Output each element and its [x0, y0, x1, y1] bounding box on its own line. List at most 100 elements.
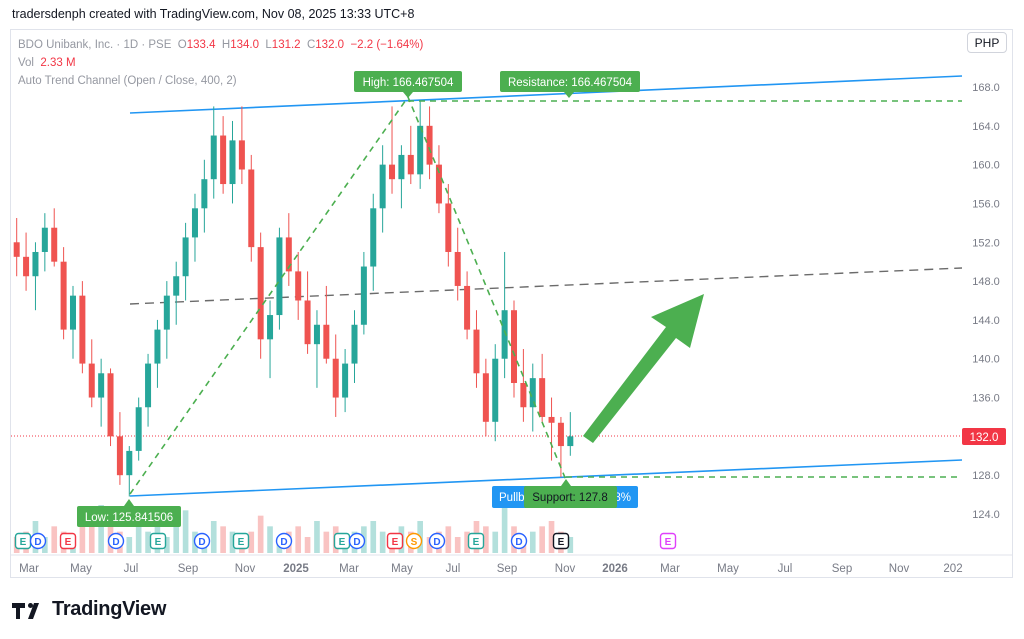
volume-bar — [267, 526, 273, 553]
time-tick-label: May — [391, 563, 413, 575]
event-marker[interactable]: E — [659, 532, 677, 550]
price-tick-label: 144.0 — [972, 315, 1000, 327]
candle-body — [69, 295, 76, 330]
candle — [313, 310, 320, 388]
volume-bar — [304, 537, 311, 553]
candle — [360, 251, 367, 335]
event-marker[interactable]: E — [552, 532, 570, 550]
volume-bar — [314, 521, 320, 553]
candle — [220, 116, 227, 194]
volume-bar — [98, 505, 104, 553]
candle — [51, 208, 58, 267]
price-tick-label: 140.0 — [972, 354, 1000, 366]
channel-mid-line[interactable] — [129, 267, 963, 305]
event-marker[interactable]: D — [348, 532, 366, 550]
event-marker[interactable]: E — [386, 532, 404, 550]
candle-body — [32, 251, 39, 277]
candle-body — [116, 436, 123, 476]
candle — [407, 125, 414, 185]
legend-open-label: O — [177, 39, 187, 51]
candle-body — [492, 358, 499, 422]
up-arrow-drawing[interactable] — [583, 294, 704, 443]
svg-text:D: D — [353, 537, 360, 548]
candle-body — [210, 135, 217, 180]
candle-body — [445, 203, 452, 252]
candle — [529, 363, 536, 432]
event-marker[interactable]: E — [14, 532, 32, 550]
candle-body — [464, 285, 471, 330]
svg-text:E: E — [339, 537, 346, 548]
volume-bar — [370, 521, 377, 553]
event-marker[interactable]: D — [193, 532, 211, 550]
event-marker[interactable]: E — [232, 532, 250, 550]
candle-body — [389, 164, 396, 180]
price-tick-label: 128.0 — [972, 470, 1000, 482]
candle — [201, 159, 208, 233]
time-tick-label: May — [70, 563, 92, 575]
time-tick-label: Nov — [889, 563, 910, 575]
candle-body — [435, 164, 442, 204]
candle-body — [51, 227, 58, 262]
event-marker[interactable]: D — [275, 532, 293, 550]
candle — [32, 242, 39, 311]
candle — [191, 193, 198, 262]
event-marker[interactable]: S — [405, 532, 423, 550]
svg-text:D: D — [198, 537, 205, 548]
volume-bar — [248, 531, 255, 553]
last-price-badge: 132.0 — [962, 428, 1006, 445]
candle — [285, 213, 292, 286]
event-marker[interactable]: E — [149, 532, 167, 550]
svg-text:D: D — [34, 537, 41, 548]
event-marker[interactable]: D — [29, 532, 47, 550]
legend-indicator[interactable]: Auto Trend Channel (Open / Close, 400, 2… — [18, 75, 237, 87]
channel-lower-line[interactable] — [129, 459, 963, 497]
candle — [23, 232, 30, 291]
event-marker[interactable]: D — [510, 532, 528, 550]
candle-body — [407, 154, 414, 175]
chart-header: tradersdenph created with TradingView.co… — [12, 7, 415, 21]
candle-body — [473, 329, 480, 374]
candle — [464, 271, 471, 340]
candle — [295, 251, 302, 320]
svg-text:E: E — [65, 537, 72, 548]
candle-body — [379, 164, 386, 209]
pivot-zigzag-line[interactable] — [129, 95, 567, 495]
event-marker[interactable]: E — [333, 532, 351, 550]
time-tick-label: Sep — [832, 563, 852, 575]
candle-body — [529, 378, 536, 408]
svg-text:E: E — [473, 537, 480, 548]
candle — [182, 222, 189, 301]
volume-bar — [323, 531, 330, 553]
low-label-text: Low: 125.841506 — [85, 512, 173, 524]
candle — [389, 106, 396, 194]
candle-body — [454, 251, 461, 286]
volume-bar — [88, 526, 95, 553]
candle — [445, 184, 452, 267]
candle — [126, 446, 133, 497]
volume-bar — [548, 521, 555, 553]
volume-bar — [379, 531, 386, 553]
currency-button[interactable]: PHP — [967, 32, 1007, 53]
channel-upper-line[interactable] — [129, 75, 963, 114]
time-axis[interactable]: Mar May Jul Sep Nov 2025 Mar May Jul Sep Nov 2026 Ma… — [19, 563, 963, 575]
candle — [41, 213, 48, 272]
svg-text:E: E — [155, 537, 162, 548]
event-marker[interactable]: D — [428, 532, 446, 550]
candle — [417, 101, 424, 189]
event-marker[interactable]: E — [467, 532, 485, 550]
volume-bar — [145, 531, 151, 553]
candle — [116, 412, 123, 485]
candle — [332, 334, 339, 417]
candle-body — [248, 169, 255, 248]
event-marker[interactable]: E — [59, 532, 77, 550]
candle-body — [567, 436, 574, 447]
tradingview-logo[interactable]: TradingView — [12, 598, 166, 621]
price-axis[interactable]: 168.0 164.0 160.0 156.0 152.0 148.0 144.0 140.0… — [972, 82, 1000, 521]
candle — [567, 412, 574, 456]
event-marker[interactable]: D — [107, 532, 125, 550]
support-label-text: Support: 127.8 — [532, 492, 607, 504]
candle — [88, 339, 95, 408]
candle-body — [520, 382, 527, 408]
